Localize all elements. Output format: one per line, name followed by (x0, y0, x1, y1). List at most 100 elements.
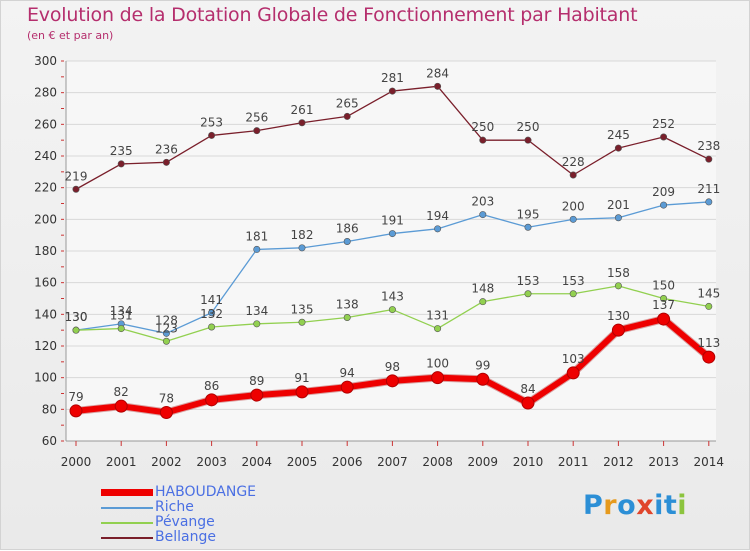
chart-subtitle: (en € et par an) (27, 29, 114, 42)
data-label-bellange: 236 (155, 142, 178, 156)
legend-label-bellange: Bellange (155, 529, 216, 545)
y-tick-label: 180 (34, 244, 57, 258)
data-point-riche (343, 238, 351, 246)
y-tick-label: 80 (42, 402, 57, 416)
data-point-haboudange (205, 393, 219, 407)
data-label-pvange: 130 (65, 310, 88, 324)
data-point-bellange (434, 82, 442, 90)
data-label-riche: 203 (471, 195, 494, 209)
legend-swatch-haboudange (101, 489, 153, 496)
x-tick-label: 2009 (468, 455, 499, 469)
data-point-riche (253, 245, 261, 253)
data-point-bellange (117, 160, 125, 168)
data-point-bellange (614, 144, 622, 152)
data-label-bellange: 256 (245, 111, 268, 125)
data-label-haboudange: 84 (520, 382, 535, 396)
data-point-riche (524, 223, 532, 231)
logo-letter: t (663, 490, 678, 521)
logo-letter: P (583, 490, 604, 521)
data-label-bellange: 238 (697, 139, 720, 153)
data-point-bellange (298, 119, 306, 127)
data-point-bellange (253, 127, 261, 135)
data-label-haboudange: 82 (114, 385, 129, 399)
x-tick-label: 2010 (513, 455, 544, 469)
data-label-pvange: 132 (200, 307, 223, 321)
data-label-pvange: 131 (426, 309, 449, 323)
data-point-riche (162, 329, 170, 337)
x-tick-label: 2013 (648, 455, 679, 469)
legend-swatch-pevange (101, 522, 153, 524)
data-point-haboudange (69, 404, 83, 418)
data-label-bellange: 235 (110, 144, 133, 158)
data-point-haboudange (250, 388, 264, 402)
data-label-bellange: 253 (200, 115, 223, 129)
data-label-haboudange: 89 (249, 374, 264, 388)
data-label-haboudange: 113 (697, 336, 720, 350)
x-tick-label: 2001 (106, 455, 137, 469)
data-label-pvange: 158 (607, 266, 630, 280)
y-tick-label: 220 (34, 181, 57, 195)
data-label-haboudange: 79 (68, 390, 83, 404)
data-label-riche: 191 (381, 214, 404, 228)
data-label-haboudange: 103 (562, 352, 585, 366)
logo-letter: r (603, 490, 618, 521)
data-label-haboudange: 99 (475, 358, 490, 372)
data-point-riche (705, 198, 713, 206)
data-point-riche (660, 201, 668, 209)
data-label-riche: 209 (652, 185, 675, 199)
data-label-bellange: 281 (381, 71, 404, 85)
data-point-bellange (569, 171, 577, 179)
data-point-bellange (72, 185, 80, 193)
x-tick-label: 2005 (287, 455, 318, 469)
data-point-haboudange (657, 312, 671, 326)
data-label-haboudange: 94 (340, 366, 355, 380)
data-label-riche: 134 (110, 304, 133, 318)
chart-title: Evolution de la Dotation Globale de Fonc… (27, 4, 638, 26)
data-point-pvange (72, 326, 80, 334)
legend-label-riche: Riche (155, 499, 194, 515)
data-point-bellange (705, 155, 713, 163)
axis-layer: 60 80 100 120 140 160 180 200 220 240 260 280 300 200… (34, 54, 724, 469)
y-tick-label: 60 (42, 434, 57, 448)
data-label-bellange: 228 (562, 155, 585, 169)
y-tick-label: 200 (34, 212, 57, 226)
data-label-haboudange: 78 (159, 392, 174, 406)
data-label-bellange: 245 (607, 128, 630, 142)
data-point-bellange (162, 158, 170, 166)
x-tick-label: 2007 (377, 455, 408, 469)
data-point-pvange (117, 325, 125, 333)
data-label-riche: 194 (426, 209, 449, 223)
data-point-riche (298, 244, 306, 252)
data-point-riche (434, 225, 442, 233)
y-tick-label: 160 (34, 276, 57, 290)
x-tick-label: 2012 (603, 455, 634, 469)
data-label-haboudange: 91 (294, 371, 309, 385)
data-point-pvange (569, 290, 577, 298)
y-tick-label: 140 (34, 307, 57, 321)
proxiti-logo: Proxiti (583, 490, 687, 521)
data-label-pvange: 123 (155, 321, 178, 335)
data-point-pvange (162, 337, 170, 345)
legend-swatch-riche (101, 507, 153, 509)
data-point-pvange (614, 282, 622, 290)
data-point-bellange (660, 133, 668, 141)
x-tick-label: 2003 (196, 455, 227, 469)
data-point-riche (614, 214, 622, 222)
data-label-bellange: 265 (336, 96, 359, 110)
x-tick-label: 2002 (151, 455, 182, 469)
x-tick-label: 2000 (61, 455, 92, 469)
data-point-haboudange (385, 374, 399, 388)
data-point-haboudange (159, 406, 173, 419)
data-label-riche: 130 (65, 310, 88, 324)
data-label-riche: 201 (607, 198, 630, 212)
data-point-haboudange (295, 385, 309, 399)
data-label-pvange: 138 (336, 298, 359, 312)
y-tick-label: 260 (34, 117, 57, 131)
legend-label-haboudange: HABOUDANGE (155, 484, 257, 500)
data-label-pvange: 150 (652, 279, 675, 293)
data-point-bellange (479, 136, 487, 144)
y-tick-label: 100 (34, 371, 57, 385)
data-label-riche: 200 (562, 199, 585, 213)
data-label-bellange: 250 (471, 120, 494, 134)
data-point-haboudange (702, 350, 716, 364)
